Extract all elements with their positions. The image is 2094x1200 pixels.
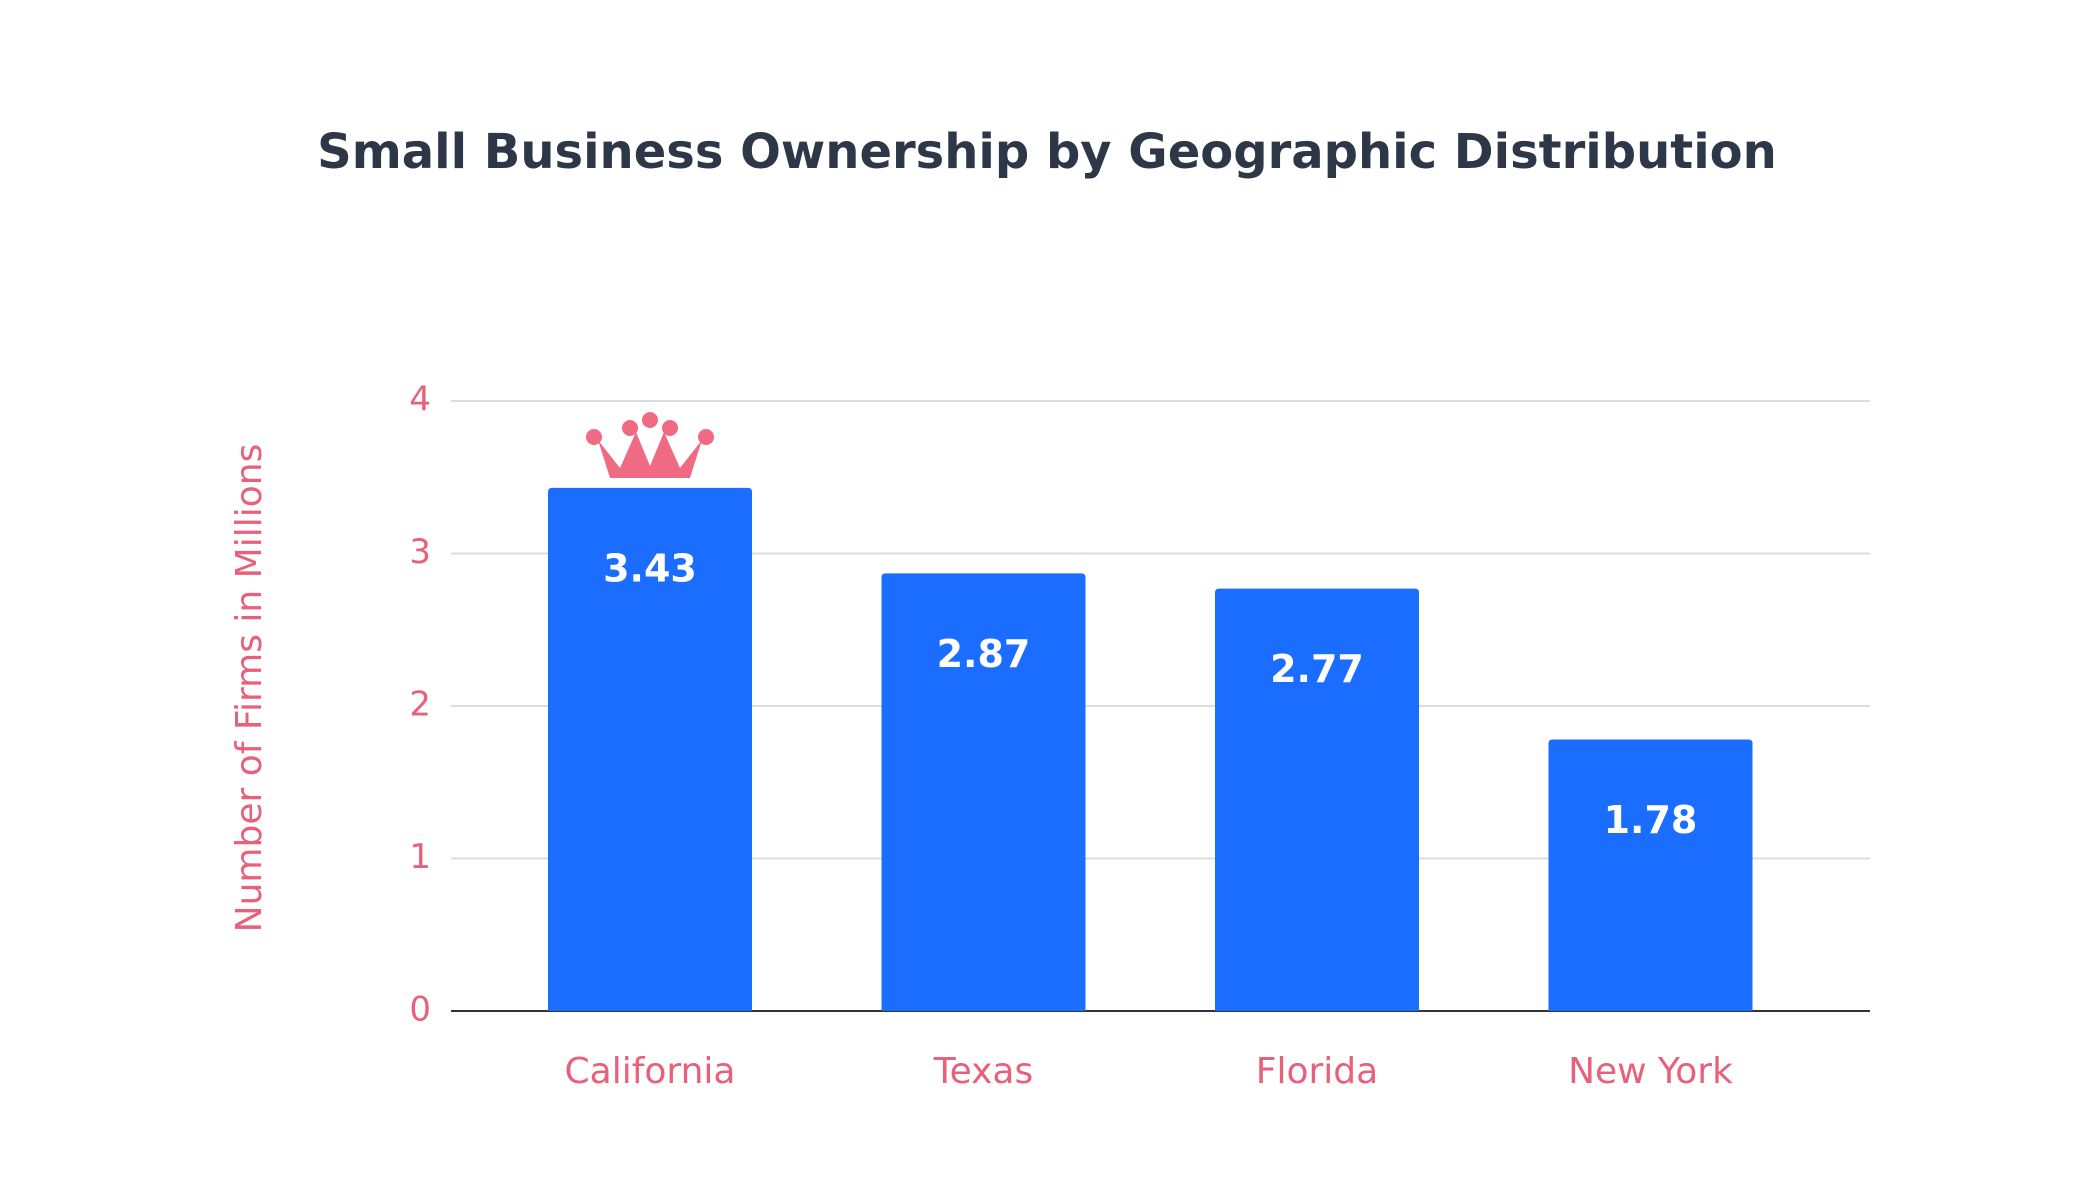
y-tick-label: 3: [409, 532, 431, 572]
value-label: 1.78: [1604, 798, 1698, 842]
x-tick-label: California: [565, 1051, 736, 1092]
value-label: 2.87: [937, 632, 1031, 676]
bar: [548, 487, 752, 1011]
x-tick-label: Florida: [1256, 1051, 1378, 1092]
x-tick-label: New York: [1568, 1051, 1733, 1092]
crown-icon: [586, 412, 714, 478]
y-tick-label: 0: [409, 990, 431, 1030]
y-tick-label: 1: [409, 837, 431, 877]
bar: [1548, 739, 1753, 1011]
bar: [1215, 588, 1419, 1011]
bar: [881, 573, 1086, 1011]
value-label: 2.77: [1270, 647, 1364, 691]
chart-title: Small Business Ownership by Geographic D…: [317, 124, 1777, 180]
value-label: 3.43: [603, 546, 697, 590]
y-axis-label: Number of Firms in Millions: [229, 444, 270, 933]
y-tick-label: 4: [409, 380, 431, 420]
x-tick-label: Texas: [933, 1051, 1034, 1092]
y-tick-label: 2: [409, 685, 431, 725]
